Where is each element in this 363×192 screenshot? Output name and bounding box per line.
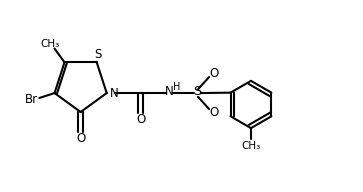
Text: O: O	[210, 67, 219, 80]
Text: O: O	[76, 132, 85, 145]
Text: CH₃: CH₃	[241, 141, 261, 151]
Text: N: N	[110, 87, 118, 99]
Text: CH₃: CH₃	[40, 39, 59, 49]
Text: O: O	[210, 106, 219, 119]
Text: S: S	[95, 48, 102, 61]
Text: N: N	[165, 85, 174, 98]
Text: O: O	[136, 113, 146, 126]
Text: Br: Br	[25, 93, 38, 106]
Text: S: S	[193, 85, 202, 98]
Text: H: H	[173, 82, 180, 92]
